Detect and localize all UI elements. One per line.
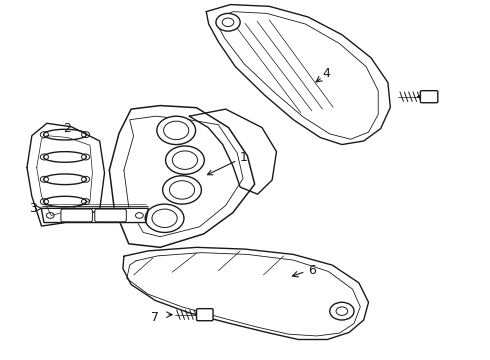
Polygon shape <box>206 5 391 145</box>
Circle shape <box>216 13 240 31</box>
Circle shape <box>157 116 196 145</box>
Circle shape <box>166 146 204 174</box>
Circle shape <box>330 302 354 320</box>
Text: 7: 7 <box>151 311 159 324</box>
Text: 6: 6 <box>308 264 316 277</box>
FancyBboxPatch shape <box>420 91 438 103</box>
Polygon shape <box>123 247 368 339</box>
FancyBboxPatch shape <box>61 209 93 222</box>
Circle shape <box>163 176 201 204</box>
FancyBboxPatch shape <box>196 309 213 321</box>
Text: 5: 5 <box>427 90 435 103</box>
Text: 1: 1 <box>207 150 248 175</box>
Circle shape <box>145 204 184 233</box>
Text: 4: 4 <box>322 67 330 80</box>
Polygon shape <box>109 105 255 247</box>
Polygon shape <box>27 123 104 226</box>
FancyBboxPatch shape <box>95 209 126 222</box>
Text: 3: 3 <box>29 202 37 215</box>
Text: 2: 2 <box>63 122 71 135</box>
Polygon shape <box>42 208 148 222</box>
Polygon shape <box>189 109 276 194</box>
